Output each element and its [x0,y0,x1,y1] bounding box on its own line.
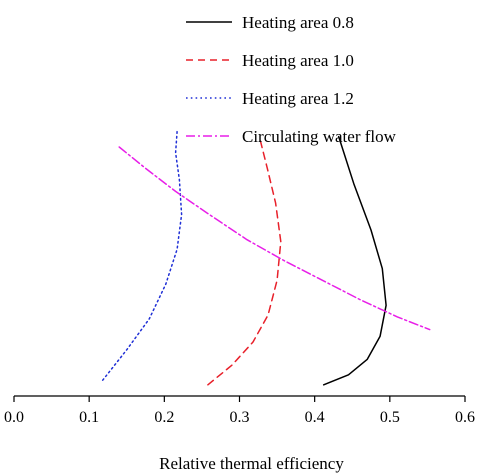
x-tick-label: 0.5 [380,409,400,426]
x-tick-label: 0.3 [230,409,250,426]
x-tick-label: 0.2 [154,409,174,426]
x-tick-label: 0.0 [4,409,24,426]
x-tick-label: 0.1 [79,409,99,426]
legend-label-1: Heating area 0.8 [242,13,354,32]
legend-label-3: Heating area 1.2 [242,89,354,108]
series-line-3 [101,130,183,381]
legend-label-4: Circulating water flow [242,127,397,146]
x-tick-layer: 0.0 0.1 0.2 0.3 0.4 0.5 0.6 [4,396,475,426]
legend-label-2: Heating area 1.0 [242,51,354,70]
x-tick-label: 0.6 [455,409,475,426]
series-line-4 [118,146,431,331]
x-tick-label: 0.4 [305,409,325,426]
series-line-1 [322,135,387,386]
series-line-2 [207,140,282,386]
x-axis-title: Relative thermal efficiency [159,454,344,473]
series-layer [101,130,431,386]
legend: Heating area 0.8 Heating area 1.0 Heating … [186,13,397,146]
